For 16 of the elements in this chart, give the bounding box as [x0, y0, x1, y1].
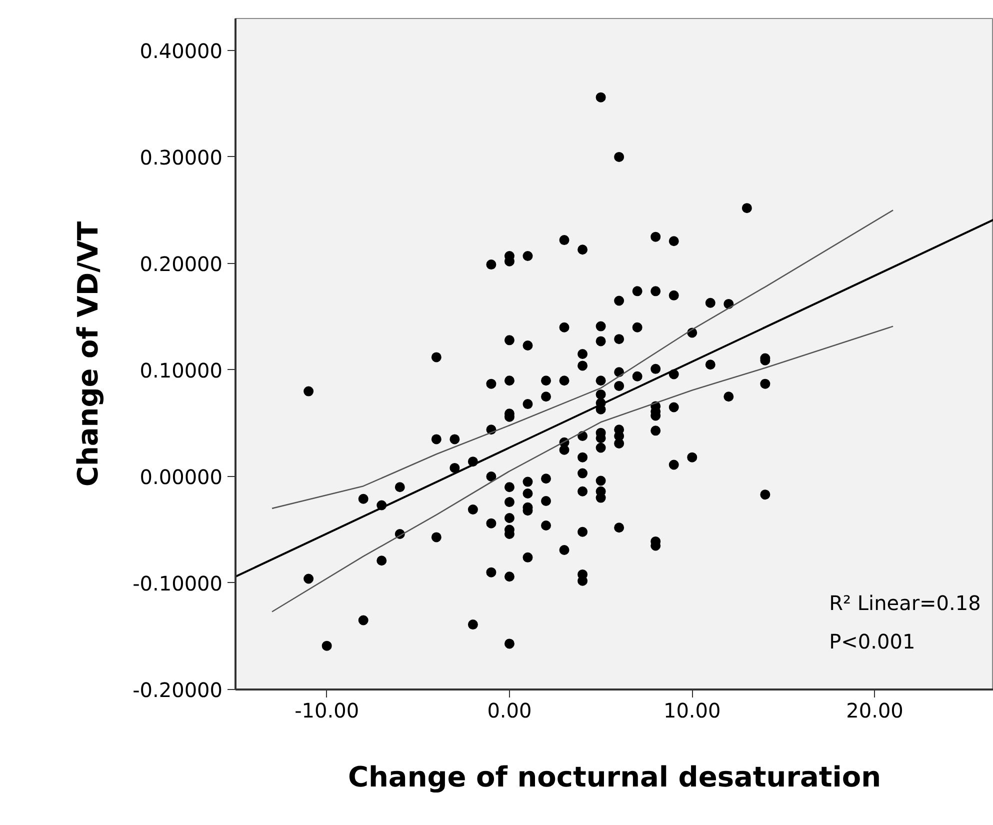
y-tick-label: -0.20000	[132, 678, 222, 702]
y-tick-label: 0.20000	[140, 252, 223, 276]
annotation: P<0.001	[829, 629, 916, 654]
y-tick-label: 0.00000	[140, 464, 223, 489]
x-tick-label: 0.00	[487, 698, 532, 722]
line-series	[271, 210, 894, 510]
annotation: R² Linear=0.18	[829, 590, 981, 615]
y-tick-label: 0.40000	[140, 38, 223, 63]
y-tick-label: 0.30000	[140, 145, 223, 170]
y-axis-title: Change of VD/VT	[72, 221, 105, 487]
x-tick-label: 10.00	[664, 698, 721, 722]
x-tick-label: 20.00	[846, 698, 904, 722]
x-tick-label: -10.00	[294, 698, 360, 722]
x-axis-title: Change of nocturnal desaturation	[348, 760, 882, 794]
y-tick-label: 0.10000	[140, 358, 223, 382]
y-tick-label: -0.10000	[132, 571, 222, 596]
